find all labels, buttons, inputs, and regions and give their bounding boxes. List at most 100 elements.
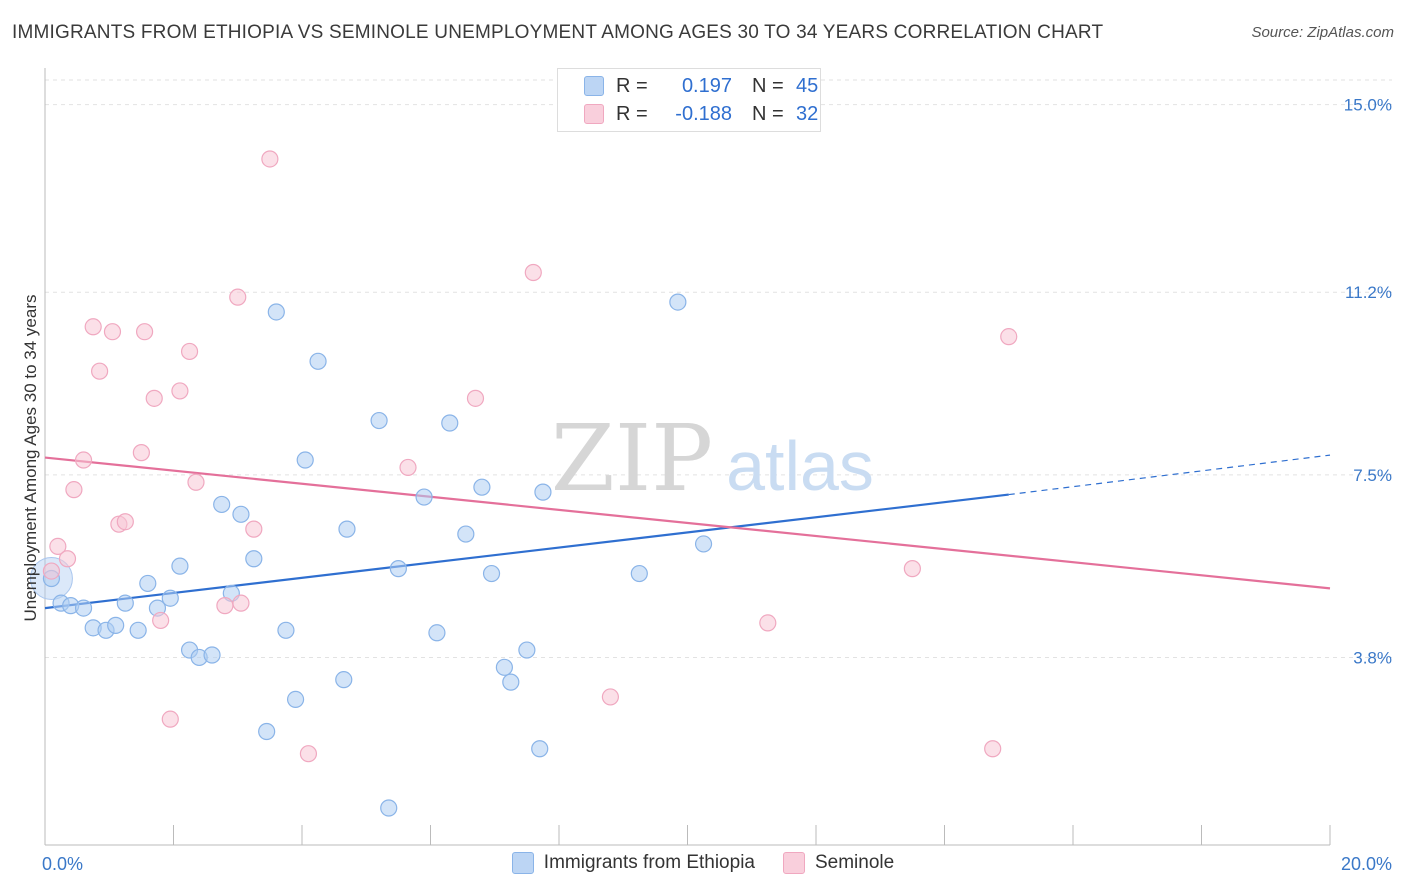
data-point xyxy=(245,550,263,568)
legend-r-value: 0.197 xyxy=(681,74,732,97)
data-point xyxy=(203,646,221,664)
data-points xyxy=(29,150,1018,817)
legend-swatch-ethiopia xyxy=(584,76,604,96)
data-point xyxy=(116,513,134,531)
data-point xyxy=(213,495,231,514)
data-point xyxy=(466,389,485,407)
series-legend: Immigrants from Ethiopia Seminole xyxy=(0,852,1406,874)
legend-n-value: 45 xyxy=(796,74,819,97)
data-point xyxy=(1000,328,1018,346)
legend-r-value: -0.188 xyxy=(675,102,732,125)
data-point xyxy=(42,562,61,580)
data-point xyxy=(187,473,205,491)
data-point xyxy=(267,303,285,321)
data-point xyxy=(84,318,102,336)
data-point xyxy=(495,658,513,676)
gridlines xyxy=(45,79,1392,658)
data-point xyxy=(65,481,83,499)
data-point xyxy=(161,589,179,607)
y-tick-label: 7.5% xyxy=(1353,466,1392,485)
data-point xyxy=(299,745,318,763)
data-point xyxy=(145,389,163,407)
data-point xyxy=(601,688,620,706)
data-point xyxy=(171,382,189,400)
data-point xyxy=(245,520,263,538)
data-point xyxy=(309,352,327,370)
legend-swatch-ethiopia xyxy=(511,852,534,874)
data-point xyxy=(116,594,134,612)
chart-title: IMMIGRANTS FROM ETHIOPIA VS SEMINOLE UNE… xyxy=(12,22,1104,43)
legend-r-label: R = xyxy=(616,74,648,97)
watermark-atlas: atlas xyxy=(726,427,874,505)
legend-item-seminole: Seminole xyxy=(782,852,895,874)
data-point xyxy=(261,150,279,168)
data-point xyxy=(49,537,67,556)
legend-r-label: R = xyxy=(616,102,648,125)
data-point xyxy=(152,611,170,630)
x-tick-label: 20.0% xyxy=(1341,854,1392,874)
data-point xyxy=(370,411,388,430)
legend-row-ethiopia: R = 0.197 N = 45 xyxy=(584,74,818,98)
data-point xyxy=(759,614,777,632)
y-axis-label: Unemployment Among Ages 30 to 34 years xyxy=(21,295,40,622)
legend-row-seminole: R = -0.188 N = 32 xyxy=(584,102,818,126)
trend-line-ethiopia xyxy=(44,493,1009,610)
data-point xyxy=(694,535,713,553)
trend-line-seminole xyxy=(44,456,1331,590)
data-point xyxy=(232,505,250,523)
correlation-legend: R = 0.197 N = 45 R = -0.188 N = 32 xyxy=(557,68,821,132)
data-point xyxy=(216,597,234,615)
data-point xyxy=(91,362,109,380)
data-point xyxy=(103,323,122,341)
data-point xyxy=(399,458,417,477)
data-point xyxy=(524,263,542,282)
data-point xyxy=(630,564,648,583)
data-point xyxy=(335,671,353,689)
data-point xyxy=(132,444,150,462)
data-point xyxy=(180,342,199,361)
legend-n-label: N = xyxy=(752,74,784,97)
trend-line-ethiopia-extension xyxy=(1008,454,1331,496)
legend-item-ethiopia: Immigrants from Ethiopia xyxy=(511,852,755,874)
data-point xyxy=(457,525,475,543)
data-point xyxy=(107,616,125,634)
data-point xyxy=(74,451,93,469)
data-point xyxy=(296,451,314,469)
data-point xyxy=(669,293,687,311)
data-point xyxy=(58,550,77,568)
x-tick-label: 0.0% xyxy=(42,854,83,874)
watermark-zip: ZIP xyxy=(551,405,713,512)
data-point xyxy=(441,414,459,432)
data-point xyxy=(389,560,407,578)
y-tick-label: 3.8% xyxy=(1353,648,1392,667)
data-point xyxy=(380,799,398,817)
data-point xyxy=(277,621,295,639)
data-point xyxy=(531,740,549,758)
data-point xyxy=(428,624,446,642)
data-point xyxy=(415,488,433,506)
axes xyxy=(44,68,1331,846)
legend-label-ethiopia: Immigrants from Ethiopia xyxy=(543,852,755,873)
data-point xyxy=(903,560,921,578)
legend-label-seminole: Seminole xyxy=(814,852,895,873)
data-point xyxy=(161,710,179,728)
data-point xyxy=(338,520,356,538)
data-point xyxy=(139,574,157,593)
data-point xyxy=(518,641,536,659)
legend-swatch-seminole xyxy=(584,104,604,124)
trend-lines xyxy=(44,454,1331,610)
data-point xyxy=(482,564,501,583)
tick-labels: 3.8% 7.5% 11.2% 15.0% 0.0% 20.0% xyxy=(42,96,1392,874)
y-tick-label: 11.2% xyxy=(1345,283,1392,302)
data-point xyxy=(984,740,1002,758)
data-point xyxy=(171,557,189,575)
data-point xyxy=(534,483,552,501)
legend-n-value: 32 xyxy=(796,102,819,125)
data-point xyxy=(232,594,250,612)
data-point xyxy=(74,599,93,617)
data-point xyxy=(258,722,276,741)
legend-swatch-seminole xyxy=(782,852,805,874)
data-point xyxy=(502,673,520,691)
data-point xyxy=(286,690,305,709)
